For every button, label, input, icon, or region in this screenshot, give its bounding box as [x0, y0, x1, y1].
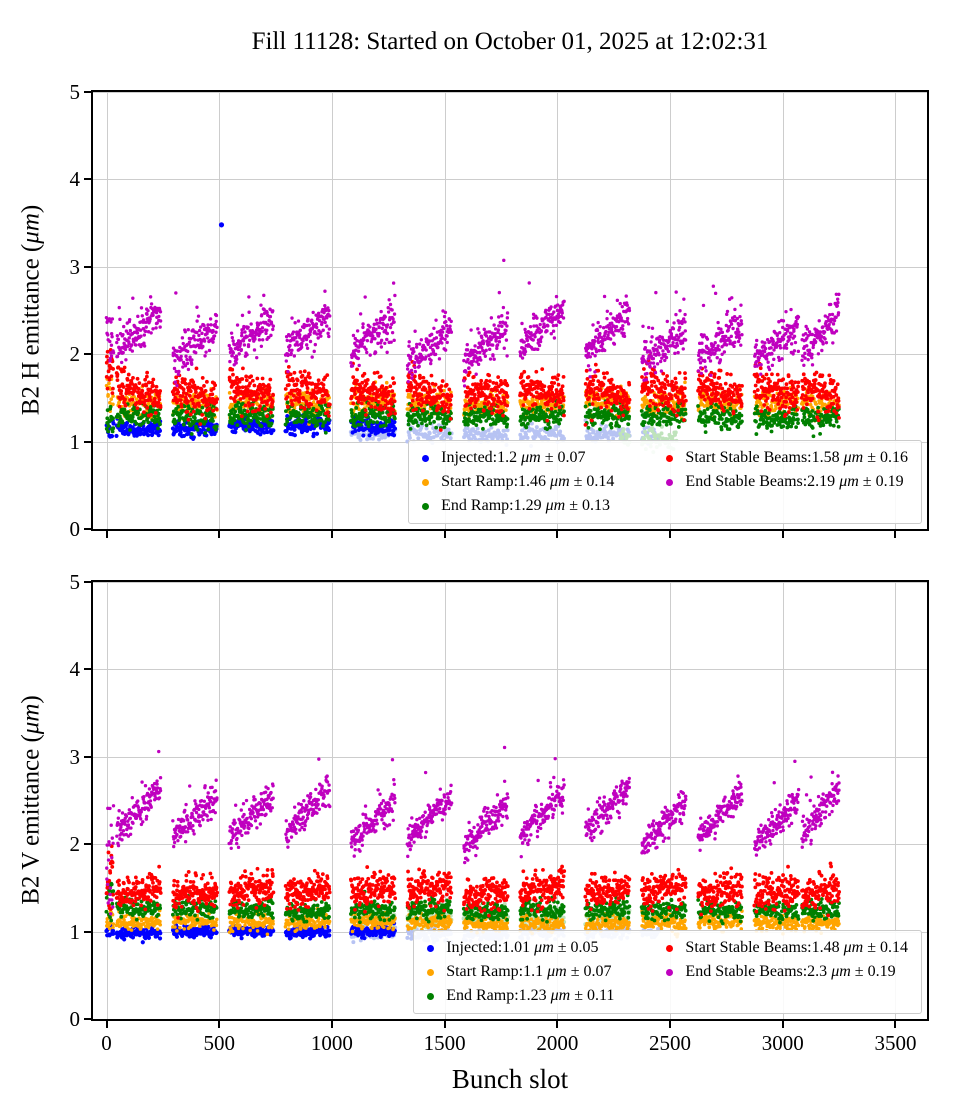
y-tick [84, 440, 91, 443]
legend-item-injected: Injected:1.01 μm ± 0.05 [427, 939, 614, 957]
x-tick [894, 1021, 897, 1028]
legend-item-end-ramp: End Ramp:1.23 μm ± 0.11 [427, 987, 614, 1005]
y-tick-label: 5 [69, 570, 81, 594]
x-tick [556, 531, 559, 538]
y-tick-label: 0 [69, 517, 81, 541]
y-axis-label-h-post: ) [17, 204, 45, 214]
x-tick [443, 531, 446, 538]
y-axis-label-v: B2 V emittance (μm) [16, 580, 48, 1021]
legend-label: Start Ramp:1.46 μm ± 0.14 [441, 473, 615, 490]
y-tick [84, 930, 91, 933]
legend-marker [422, 502, 430, 510]
y-tick [84, 1018, 91, 1020]
y-tick [84, 755, 91, 758]
y-tick-label: 0 [69, 1007, 81, 1031]
legend-marker [427, 992, 435, 1000]
legend-item-injected: Injected:1.2 μm ± 0.07 [422, 449, 614, 467]
legend-marker [666, 944, 674, 952]
legend-label: Injected:1.2 μm ± 0.07 [441, 449, 586, 466]
legend-item-start-ramp: Start Ramp:1.1 μm ± 0.07 [427, 963, 614, 981]
x-tick [556, 1021, 559, 1028]
legend-item-start-ramp: Start Ramp:1.46 μm ± 0.14 [422, 473, 614, 491]
y-tick-label: 2 [69, 342, 81, 367]
y-tick-label: 1 [69, 919, 81, 944]
legend-marker [427, 968, 435, 976]
y-tick [84, 178, 91, 181]
plot-area-v: Injected:1.01 μm ± 0.05 Start Ramp:1.1 μm… [84, 580, 929, 1028]
legend-h: Injected:1.2 μm ± 0.07 Start Ramp:1.46 μm… [408, 440, 922, 524]
x-axis-label: Bunch slot [451, 1064, 569, 1094]
x-tick-label: 1000 [310, 1031, 353, 1055]
plot-area-h: Injected:1.2 μm ± 0.07 Start Ramp:1.46 μm… [84, 90, 929, 538]
legend-item-start-stable-beams: Start Stable Beams:1.58 μm ± 0.16 [666, 449, 908, 467]
legend-item-end-stable-beams: End Stable Beams:2.19 μm ± 0.19 [666, 473, 908, 491]
figure-title: Fill 11128: Started on October 01, 2025 … [251, 28, 769, 55]
x-tick [669, 531, 672, 538]
x-tick-label: 3000 [761, 1031, 804, 1055]
y-tick-label: 3 [69, 254, 81, 279]
x-tick [218, 531, 221, 538]
legend-item-start-stable-beams: Start Stable Beams:1.48 μm ± 0.14 [666, 939, 908, 957]
y-axis-label-h-unit: μm [17, 213, 45, 244]
y-tick [84, 581, 91, 583]
x-tick-label: 500 [203, 1031, 235, 1055]
legend-marker [666, 478, 674, 486]
x-tick-label: 1500 [423, 1031, 466, 1055]
legend-marker [666, 454, 674, 462]
y-tick [84, 843, 91, 846]
legend-marker [427, 944, 435, 952]
y-tick [84, 265, 91, 268]
legend-label: Injected:1.01 μm ± 0.05 [446, 939, 599, 956]
x-tick-label: 3500 [874, 1031, 917, 1055]
x-tick-label: 2000 [536, 1031, 579, 1055]
x-tick [330, 531, 333, 538]
y-tick [84, 91, 91, 93]
y-tick-label: 4 [69, 167, 81, 192]
legend-label: Start Stable Beams:1.48 μm ± 0.14 [685, 939, 908, 956]
legend-item-end-ramp: End Ramp:1.29 μm ± 0.13 [422, 497, 614, 515]
x-tick [443, 1021, 446, 1028]
x-tick [218, 1021, 221, 1028]
x-tick [894, 531, 897, 538]
y-tick-label: 5 [69, 80, 81, 104]
y-axis-label-v-post: ) [17, 695, 45, 704]
legend-marker [422, 478, 430, 486]
legend-label: End Stable Beams:2.3 μm ± 0.19 [685, 963, 896, 980]
legend-label: End Ramp:1.23 μm ± 0.11 [446, 987, 615, 1004]
legend-marker [422, 454, 430, 462]
y-tick-label: 1 [69, 429, 81, 454]
y-tick-label: 2 [69, 832, 81, 857]
y-axis-label-v-unit: μm [17, 703, 45, 735]
y-tick [84, 353, 91, 356]
x-tick [105, 531, 108, 538]
y-tick-label: 4 [69, 657, 81, 682]
x-tick-label: 0 [101, 1031, 112, 1055]
x-tick-label: 2500 [649, 1031, 692, 1055]
x-tick [330, 1021, 333, 1028]
y-tick-label: 3 [69, 744, 81, 769]
legend-label: End Stable Beams:2.19 μm ± 0.19 [685, 473, 904, 490]
legend-label: Start Stable Beams:1.58 μm ± 0.16 [685, 449, 908, 466]
x-tick [781, 1021, 784, 1028]
legend-item-end-stable-beams: End Stable Beams:2.3 μm ± 0.19 [666, 963, 908, 981]
legend-label: End Ramp:1.29 μm ± 0.13 [441, 497, 610, 514]
y-axis-label-h: B2 H emittance (μm) [16, 90, 48, 531]
x-tick [669, 1021, 672, 1028]
y-tick [84, 668, 91, 671]
legend-marker [666, 968, 674, 976]
legend-v: Injected:1.01 μm ± 0.05 Start Ramp:1.1 μm… [413, 930, 922, 1014]
y-tick [84, 528, 91, 530]
x-tick [781, 531, 784, 538]
legend-label: Start Ramp:1.1 μm ± 0.07 [446, 963, 612, 980]
x-tick [105, 1021, 108, 1028]
